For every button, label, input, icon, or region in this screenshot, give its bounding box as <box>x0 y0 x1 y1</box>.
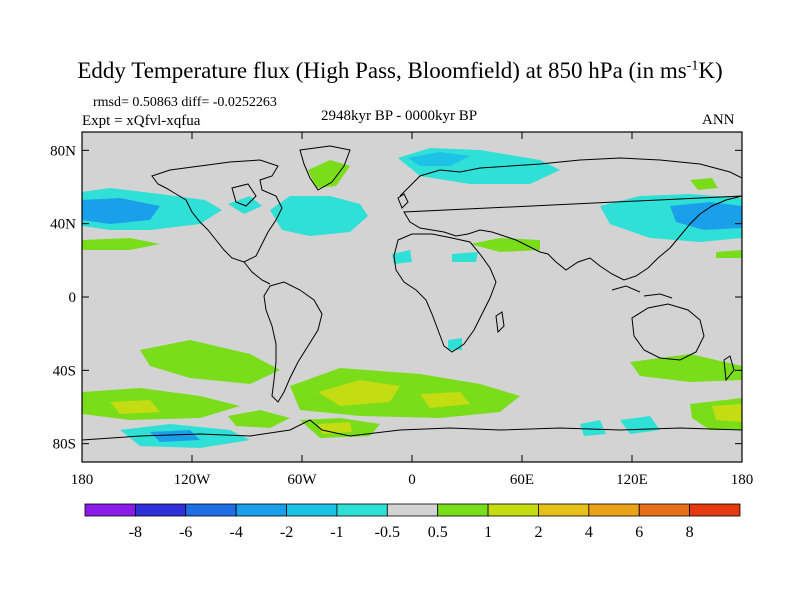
anomaly-region-antarctic-pacific-core <box>150 430 200 442</box>
coastlines <box>82 145 742 441</box>
anomaly-region-greenland <box>308 160 350 188</box>
anomaly-region-mediterranean <box>470 238 540 252</box>
colorbar-swatch <box>487 503 539 517</box>
colorbar-swatch <box>386 503 439 517</box>
colorbar-label: 2 <box>534 524 542 541</box>
season-label: ANN <box>702 112 735 128</box>
anomaly-region-n-pacific-east-core <box>82 198 160 224</box>
colorbar-swatch <box>638 503 691 517</box>
anomaly-region-antarctic-green <box>228 410 290 428</box>
anomaly-region-nw-pacific-core <box>670 202 742 230</box>
anomaly-region-arctic-core <box>408 152 470 166</box>
anomaly-region-s-indian-core <box>712 404 742 422</box>
lat-tick-label: 40S <box>53 363 76 379</box>
anomaly-region-s-indian <box>630 354 742 382</box>
anomaly-region-s-pacific-core <box>110 400 160 414</box>
stats-text: rmsd= 0.50863 diff= -0.0252263 <box>93 95 277 110</box>
anomaly-region-n-africa-east <box>452 252 478 262</box>
colorbar-swatch <box>84 503 136 517</box>
lat-tick-label: 80S <box>53 437 76 453</box>
chart-title: Eddy Temperature flux (High Pass, Bloomf… <box>77 58 723 83</box>
colorbar-swatch <box>185 503 237 517</box>
coastline-indonesia <box>611 285 673 299</box>
coastline-new-zealand <box>723 355 735 382</box>
lon-tick-label: 120W <box>174 472 212 488</box>
lon-tick-label: 120E <box>616 472 648 488</box>
coastline-eurasia <box>399 157 742 281</box>
anomaly-region-n-pacific-green <box>82 238 160 250</box>
anomaly-region-nw-pacific-south <box>716 250 742 258</box>
lon-tick-label: 60E <box>510 472 534 488</box>
colorbar-swatch <box>286 503 338 517</box>
coastline-greenland <box>299 145 351 191</box>
coastline-africa <box>393 233 497 353</box>
colorbar-label: -0.5 <box>375 524 400 541</box>
coastline-south-america <box>263 281 323 403</box>
colorbar: -8 -6 -4 -2 -1 -0.5 0.5 1 2 4 6 8 <box>84 503 741 541</box>
colorbar-label: 4 <box>585 524 593 541</box>
colorbar-swatch <box>689 503 741 517</box>
lon-tick-label: 0 <box>408 472 416 488</box>
lat-tick-label: 80N <box>50 143 76 159</box>
colorbar-label: -1 <box>330 524 343 541</box>
colorbar-swatch <box>336 503 388 517</box>
coastline-antarctica <box>82 419 742 441</box>
colorbar-swatch <box>538 503 590 517</box>
experiment-label: Expt = xQfvl-xqfua <box>82 113 201 129</box>
colorbar-label: 6 <box>635 524 643 541</box>
colorbar-swatch <box>437 503 489 517</box>
lon-tick-label: 180 <box>731 472 754 488</box>
anomaly-region-s-atlantic <box>290 368 520 418</box>
axis-ticks: 80N 40N 0 40S 80S 180 120W 60W 0 60E 120E 180 <box>50 132 753 488</box>
coastline-hudson-bay <box>231 183 257 207</box>
anomaly-region-s-pacific <box>140 340 280 384</box>
period-label: 2948kyr BP - 0000kyr BP <box>321 108 478 124</box>
anomaly-region-n-atlantic <box>270 196 368 236</box>
colorbar-label: 8 <box>686 524 694 541</box>
colorbar-label: 1 <box>484 524 492 541</box>
coastline-uk <box>397 193 409 209</box>
coastline-madagascar <box>495 311 505 334</box>
anomaly-region-antarctic-indian <box>580 420 606 436</box>
colorbar-label: -2 <box>280 524 293 541</box>
anomaly-region-asia-north <box>690 178 718 190</box>
lat-tick-label: 40N <box>50 217 76 233</box>
colorbar-swatch <box>588 503 640 517</box>
anomaly-region-s-atlantic-core-east <box>420 392 470 408</box>
lon-tick-label: 180 <box>71 472 94 488</box>
lat-tick-label: 0 <box>69 290 77 306</box>
anomaly-fields <box>82 148 742 448</box>
anomaly-region-s-america-tip <box>448 338 462 350</box>
lon-tick-label: 60W <box>287 472 317 488</box>
colorbar-swatch <box>134 503 187 517</box>
colorbar-label: -8 <box>129 524 142 541</box>
colorbar-label: -6 <box>179 524 192 541</box>
anomaly-region-antarctic-atlantic-core <box>318 422 352 434</box>
colorbar-label: 0.5 <box>428 524 448 541</box>
anomaly-region-s-atlantic-core <box>318 380 400 406</box>
coastline-australia <box>631 303 705 361</box>
anomaly-region-n-africa <box>392 250 412 264</box>
anomaly-region-hudson <box>228 196 262 214</box>
colorbar-label: -4 <box>229 524 242 541</box>
coastline-central-america <box>243 261 271 285</box>
coastline-north-america <box>151 159 283 263</box>
colorbar-swatch <box>235 503 287 517</box>
